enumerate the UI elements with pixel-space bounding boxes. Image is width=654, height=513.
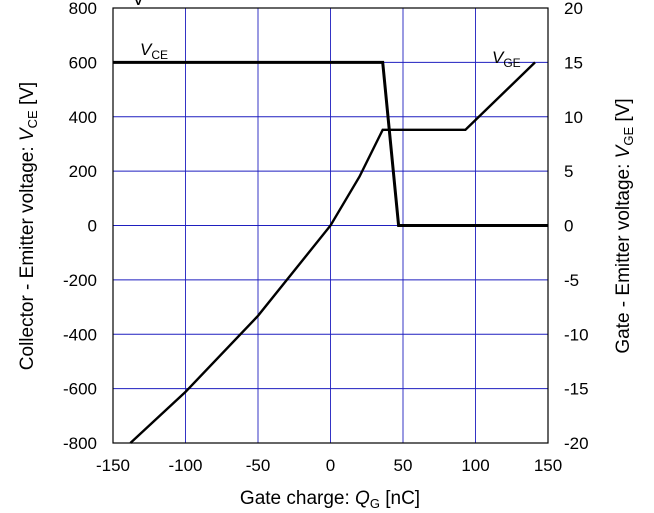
y-right-axis-title-suffix: [V] (613, 98, 634, 127)
y-left-axis-title-sub: CE (25, 110, 40, 128)
y-left-tick-label: -800 (63, 434, 97, 453)
series-label-vge-sub: GE (503, 56, 520, 70)
x-tick-label: 0 (326, 456, 335, 475)
x-axis-title-suffix: [nC] (380, 488, 420, 509)
series-label-vce: VCE (140, 40, 168, 62)
grid (112, 7, 549, 444)
y-left-tick-label: 0 (88, 217, 97, 236)
y-right-axis-title-prefix: Gate - Emitter voltage: (613, 158, 634, 353)
y-right-axis-title-sub: GE (621, 127, 636, 146)
series-label-vce-sub: CE (151, 48, 168, 62)
y-right-axis-title-symbol: V (613, 143, 634, 158)
y-left-axis-title-suffix: [V] (17, 82, 38, 111)
y-right-tick-label: -5 (564, 271, 579, 290)
y-left-tick-label: 200 (69, 162, 97, 181)
x-axis-title-sub: G (370, 496, 380, 511)
y-right-tick-label: -10 (564, 325, 589, 344)
x-tick-label: -150 (96, 456, 130, 475)
y-left-tick-label: 600 (69, 53, 97, 72)
series-label-vge: VGE (492, 48, 521, 70)
y-left-axis-title-symbol: V (17, 126, 38, 141)
y-left-tick-label: -400 (63, 325, 97, 344)
y-right-axis-title: Gate - Emitter voltage: VGE [V] (613, 98, 636, 353)
series-label-vce-symbol: V (140, 40, 153, 59)
x-tick-label: 100 (461, 456, 489, 475)
y-left-tick-label: 800 (69, 0, 97, 18)
x-tick-label: -50 (246, 456, 271, 475)
chart-title: V (132, 0, 145, 10)
y-right-tick-label: -20 (564, 434, 589, 453)
x-axis-title-symbol: Q (355, 488, 370, 509)
series-line-vge (129, 61, 536, 444)
y-left-tick-label: -600 (63, 380, 97, 399)
y-right-tick-labels: -20 -15 -10 -5 0 5 10 15 20 (564, 0, 589, 453)
y-right-tick-label: 10 (564, 108, 583, 127)
y-right-tick-label: 0 (564, 217, 573, 236)
x-tick-label: -100 (168, 456, 202, 475)
series-line-vce (113, 60, 548, 227)
series-lines (113, 60, 548, 444)
x-tick-label: 150 (534, 456, 562, 475)
y-left-axis-title: Collector - Emitter voltage: VCE [V] (17, 82, 40, 370)
y-right-tick-label: -15 (564, 380, 589, 399)
y-right-tick-label: 15 (564, 53, 583, 72)
y-left-tick-label: 400 (69, 108, 97, 127)
y-right-tick-label: 20 (564, 0, 583, 18)
y-left-tick-labels: -800 -600 -400 -200 0 200 400 600 800 (63, 0, 97, 453)
x-tick-labels: -150 -100 -50 0 50 100 150 (96, 456, 562, 475)
x-tick-label: 50 (394, 456, 413, 475)
y-right-tick-label: 5 (564, 162, 573, 181)
y-left-axis-title-prefix: Collector - Emitter voltage: (17, 141, 38, 370)
y-left-tick-label: -200 (63, 271, 97, 290)
series-label-vge-symbol: V (492, 48, 505, 67)
x-axis-title: Gate charge: QG [nC] (240, 488, 420, 511)
x-axis-title-prefix: Gate charge: (240, 488, 355, 509)
